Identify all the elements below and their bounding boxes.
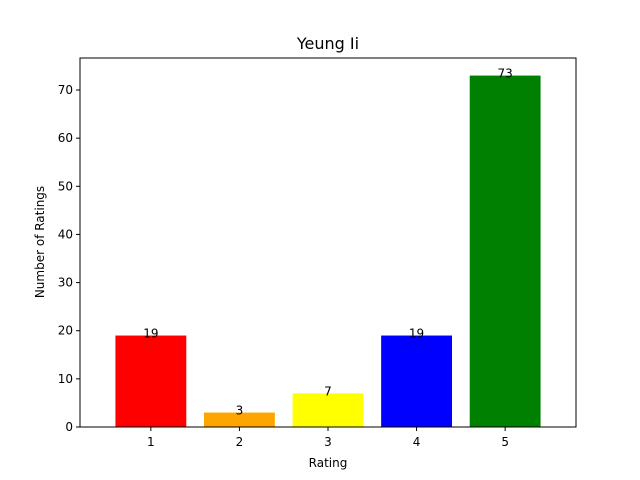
x-tick-label-5: 5 [501,435,509,449]
x-tick-label-2: 2 [236,435,244,449]
bar-3 [292,393,364,427]
data-label-3: 7 [324,384,332,398]
y-tick-label-20: 20 [58,324,73,338]
y-tick-label-50: 50 [58,179,73,193]
data-label-2: 3 [236,404,244,418]
y-axis-label: Number of Ratings [33,186,47,298]
chart-title: Yeung Ii [296,34,359,53]
bar-4 [381,335,452,427]
data-label-5: 73 [498,67,513,81]
y-tick-label-0: 0 [65,420,73,434]
data-label-1: 19 [143,327,158,341]
y-tick-label-10: 10 [58,372,73,386]
x-axis-label: Rating [309,456,348,470]
x-tick-label-3: 3 [324,435,332,449]
data-label-4: 19 [409,327,424,341]
bar-5 [469,75,541,428]
y-tick-label-30: 30 [58,276,73,290]
bar-2 [204,412,275,427]
y-tick-label-70: 70 [58,83,73,97]
y-tick-label-40: 40 [58,227,73,241]
bar-1 [115,335,187,427]
y-tick-label-60: 60 [58,131,73,145]
x-tick-label-1: 1 [147,435,155,449]
x-tick-label-4: 4 [413,435,421,449]
